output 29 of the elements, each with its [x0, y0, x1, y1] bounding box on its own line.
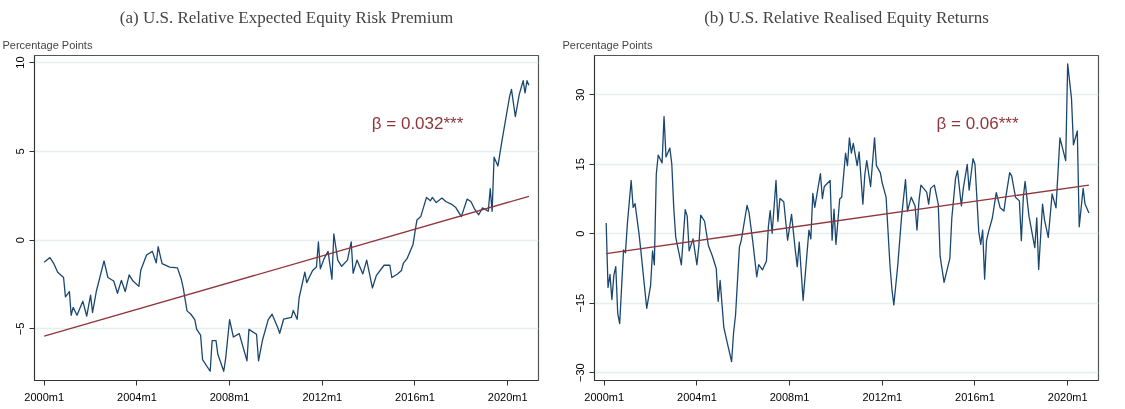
line-series: [605, 63, 1090, 363]
y-tick-label: 30: [574, 88, 587, 101]
annotation: β = 0.06***: [936, 114, 1019, 134]
annotation: β = 0.032***: [371, 114, 464, 134]
x-tick-label: 2004m1: [677, 390, 717, 403]
x-tick-label: 2004m1: [117, 390, 157, 403]
x-tick-label: 2020m1: [1047, 390, 1088, 403]
x-tick-label: 2016m1: [955, 390, 995, 403]
x-tick-label: 2000m1: [584, 390, 625, 403]
y-tick-label: 15: [574, 158, 587, 171]
x-tick-label: 2008m1: [209, 390, 250, 403]
x-tick-label: 2000m1: [24, 390, 65, 403]
y-tick-label: −30: [574, 363, 587, 382]
chart-title: (a) U.S. Relative Expected Equity Risk Premium: [119, 7, 454, 27]
y-tick-label: −15: [574, 293, 587, 313]
x-tick-label: 2012m1: [862, 390, 903, 403]
y-tick-label: −5: [14, 322, 27, 336]
y-axis-title: Percentage Points: [2, 38, 93, 51]
y-tick-label: 0: [14, 237, 27, 244]
chart-title: (b) U.S. Relative Realised Equity Returns: [704, 7, 989, 27]
y-tick-label: 0: [574, 230, 587, 237]
line-series: [43, 80, 530, 372]
y-tick-label: 10: [14, 56, 27, 69]
x-tick-label: 2012m1: [302, 390, 343, 403]
y-axis-title: Percentage Points: [562, 38, 653, 51]
y-tick-label: 5: [14, 148, 27, 155]
x-tick-label: 2020m1: [487, 390, 528, 403]
x-tick-label: 2008m1: [769, 390, 810, 403]
x-tick-label: 2016m1: [395, 390, 435, 403]
